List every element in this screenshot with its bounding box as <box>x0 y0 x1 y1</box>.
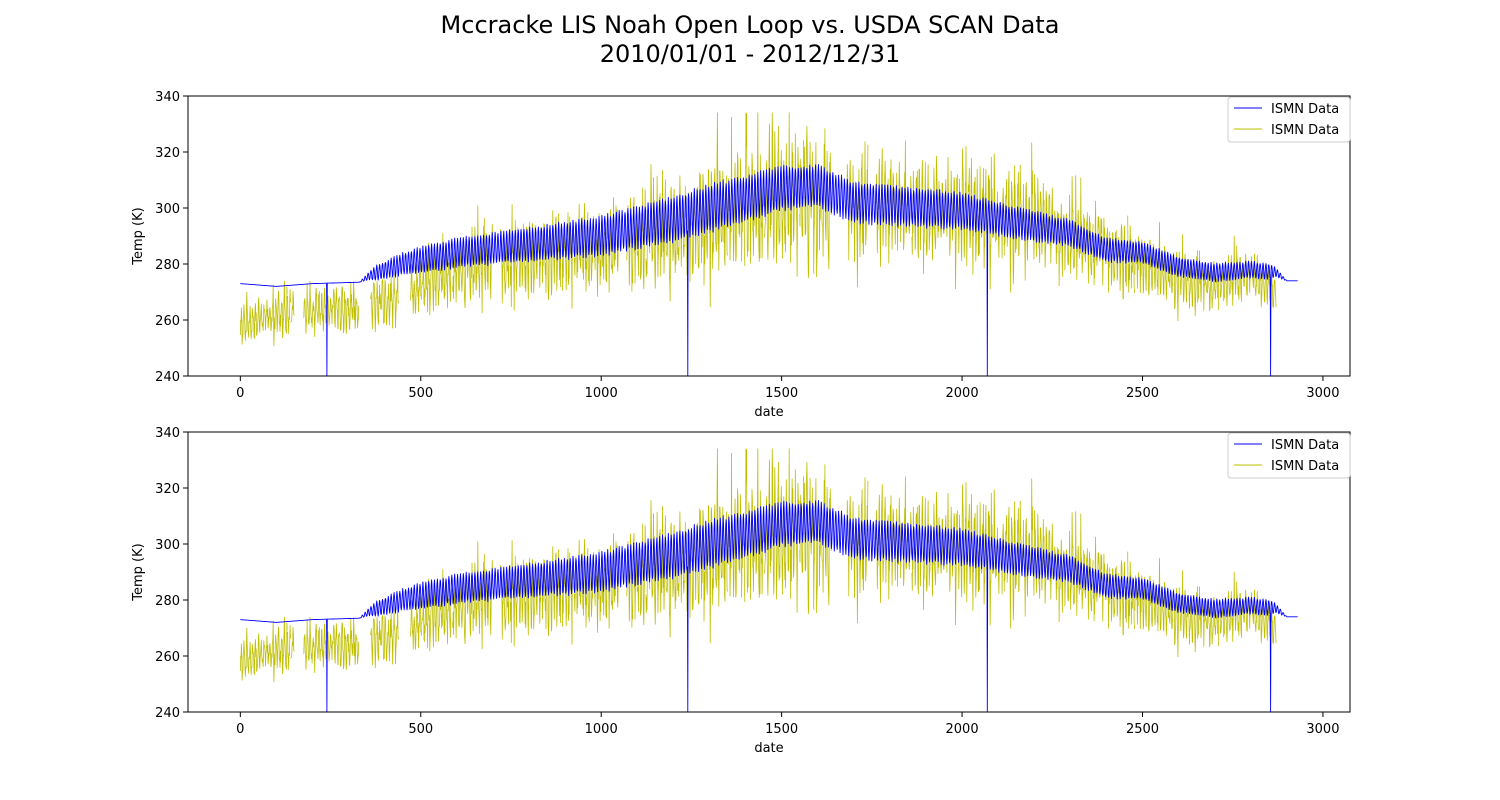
x-tick-label: 2000 <box>946 386 979 401</box>
x-axis-label: date <box>754 405 783 420</box>
y-tick-label: 340 <box>155 426 180 441</box>
figure-title: Mccracke LIS Noah Open Loop vs. USDA SCA… <box>440 11 1060 39</box>
x-tick-label: 2000 <box>946 722 979 737</box>
y-tick-label: 280 <box>155 258 180 273</box>
x-tick-label: 2500 <box>1126 722 1159 737</box>
x-tick-label: 1500 <box>765 722 798 737</box>
y-axis-label: Temp (K) <box>131 207 146 265</box>
x-tick-label: 0 <box>236 386 244 401</box>
legend-label: ISMN Data <box>1271 438 1339 453</box>
y-tick-label: 240 <box>155 370 180 385</box>
legend-label: ISMN Data <box>1271 102 1339 117</box>
x-tick-label: 3000 <box>1306 386 1339 401</box>
axes-frame <box>187 431 1351 713</box>
x-tick-label: 500 <box>408 722 433 737</box>
chart-panel-top: 0 500 1000 1500 2000 2500 3000 240 260 280 300 320 3… <box>131 90 1351 420</box>
series-line-blue <box>240 164 1298 376</box>
plot-area <box>239 112 1298 376</box>
figure-subtitle: 2010/01/01 - 2012/12/31 <box>599 40 901 68</box>
y-axis-label: Temp (K) <box>131 543 146 601</box>
y-tick-label: 340 <box>155 90 180 105</box>
legend: ISMN Data ISMN Data <box>1227 96 1351 143</box>
y-tick-label: 240 <box>155 706 180 721</box>
x-tick-label: 1500 <box>765 386 798 401</box>
y-tick-label: 260 <box>155 314 180 329</box>
series-line-blue <box>240 500 1298 712</box>
x-tick-label: 2500 <box>1126 386 1159 401</box>
chart-panel-bottom: 0 500 1000 1500 2000 2500 3000 240 260 280 300 320 3… <box>131 426 1351 756</box>
y-tick-label: 320 <box>155 482 180 497</box>
x-axis-label: date <box>754 741 783 756</box>
y-tick-label: 300 <box>155 202 180 217</box>
x-tick-label: 0 <box>236 722 244 737</box>
plot-area <box>239 448 1298 712</box>
legend: ISMN Data ISMN Data <box>1227 432 1351 479</box>
y-tick-label: 300 <box>155 538 180 553</box>
legend-label: ISMN Data <box>1271 459 1339 474</box>
y-tick-label: 320 <box>155 146 180 161</box>
x-tick-label: 500 <box>408 386 433 401</box>
x-tick-label: 1000 <box>585 722 618 737</box>
series-line-yellow <box>239 112 1277 347</box>
legend-label: ISMN Data <box>1271 123 1339 138</box>
x-tick-label: 3000 <box>1306 722 1339 737</box>
y-tick-label: 280 <box>155 594 180 609</box>
axes-frame <box>187 95 1351 377</box>
series-line-yellow <box>239 448 1277 683</box>
x-tick-label: 1000 <box>585 386 618 401</box>
y-tick-label: 260 <box>155 650 180 665</box>
